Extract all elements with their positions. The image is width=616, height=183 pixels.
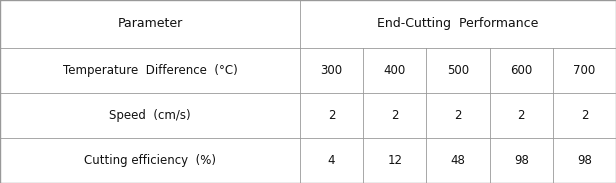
Text: 300: 300 [320, 64, 342, 77]
Text: 2: 2 [517, 109, 525, 122]
Text: 600: 600 [510, 64, 532, 77]
Text: 2: 2 [454, 109, 462, 122]
Text: 4: 4 [328, 154, 335, 167]
Text: 400: 400 [384, 64, 406, 77]
Text: 2: 2 [391, 109, 399, 122]
Text: 2: 2 [328, 109, 335, 122]
Text: Cutting efficiency  (%): Cutting efficiency (%) [84, 154, 216, 167]
Text: 12: 12 [387, 154, 402, 167]
Text: Speed  (cm/s): Speed (cm/s) [109, 109, 191, 122]
Text: 700: 700 [573, 64, 596, 77]
Text: Temperature  Difference  (°C): Temperature Difference (°C) [63, 64, 237, 77]
Text: 98: 98 [514, 154, 529, 167]
Text: 2: 2 [581, 109, 588, 122]
Text: End-Cutting  Performance: End-Cutting Performance [378, 17, 538, 30]
Text: 48: 48 [450, 154, 466, 167]
Text: 98: 98 [577, 154, 592, 167]
Text: 500: 500 [447, 64, 469, 77]
Text: Parameter: Parameter [118, 17, 182, 30]
